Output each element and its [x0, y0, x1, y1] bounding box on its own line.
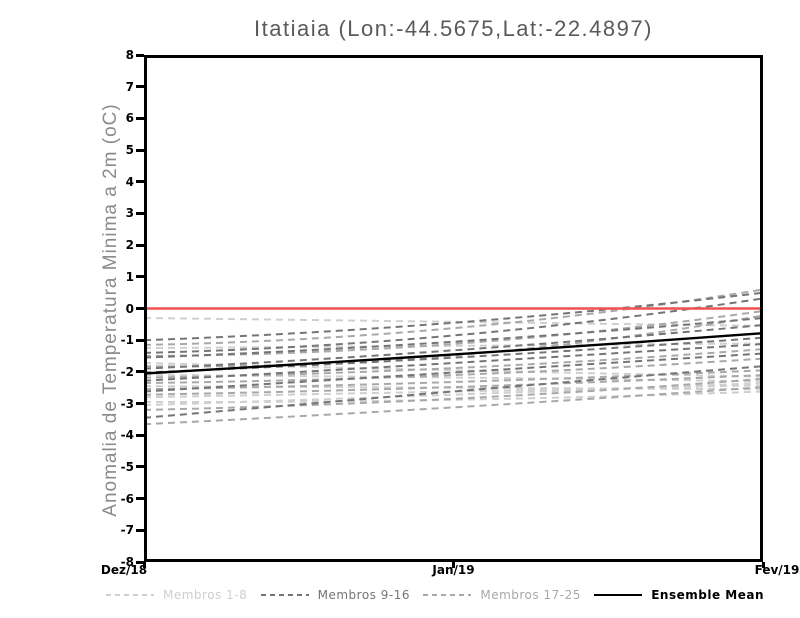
y-tick-label: -6: [120, 491, 134, 506]
plot-svg: [144, 55, 763, 562]
y-tick-mark: [136, 560, 144, 564]
y-tick-mark: [136, 338, 144, 342]
member-line: [144, 386, 763, 426]
member-line: [144, 288, 763, 346]
member-line: [144, 310, 763, 357]
member-line: [144, 374, 763, 396]
member-line: [144, 374, 763, 383]
x-tick-mark: [142, 562, 146, 568]
legend-label: Membros 9-16: [317, 588, 410, 602]
y-tick-label: 3: [125, 206, 134, 221]
y-tick-label: 2: [125, 238, 134, 253]
member-line: [144, 343, 763, 382]
ensemble-mean-line: [144, 332, 763, 375]
y-tick-mark: [136, 465, 144, 469]
chart-title: Itatiaia (Lon:-44.5675,Lat:-22.4897): [254, 16, 653, 41]
legend: Membros 1-8 Membros 9-16 Membros 17-25 E…: [106, 588, 764, 602]
member-line: [144, 362, 763, 378]
y-tick-label: 1: [125, 269, 134, 284]
y-tick-mark: [136, 528, 144, 532]
member-line: [144, 317, 763, 359]
member-line: [144, 390, 763, 404]
x-tick-label: Jan/19: [432, 563, 475, 577]
member-line: [144, 297, 763, 354]
member-line: [144, 357, 763, 384]
member-line: [144, 314, 763, 368]
y-tick-mark: [136, 53, 144, 57]
y-tick-label: -2: [120, 364, 134, 379]
y-tick-mark: [136, 433, 144, 437]
legend-item-membros-1-8: Membros 1-8: [106, 588, 247, 602]
y-tick-label: -3: [120, 396, 134, 411]
member-line: [144, 384, 763, 399]
y-tick-mark: [136, 148, 144, 152]
y-tick-label: 0: [125, 301, 134, 316]
member-line: [144, 382, 763, 407]
plot-frame: [144, 55, 763, 562]
member-line: [144, 377, 763, 411]
member-line: [144, 317, 763, 327]
y-tick-mark: [136, 180, 144, 184]
y-tick-mark: [136, 243, 144, 247]
y-tick-label: -5: [120, 459, 134, 474]
y-tick-label: 7: [125, 79, 134, 94]
legend-label: Membros 1-8: [163, 588, 248, 602]
legend-label: Ensemble Mean: [651, 588, 764, 602]
y-tick-label: 4: [125, 174, 134, 189]
y-tick-label: 8: [125, 48, 134, 62]
y-tick-mark: [136, 370, 144, 374]
plot-area: [144, 55, 763, 562]
legend-item-membros-9-16: Membros 9-16: [260, 588, 410, 602]
member-line: [144, 324, 763, 370]
y-tick-mark: [136, 85, 144, 89]
member-line: [144, 291, 763, 342]
member-line: [144, 365, 763, 419]
y-tick-mark: [136, 275, 144, 279]
member-line: [144, 342, 763, 350]
dashed-line-sample-icon: [106, 594, 154, 596]
y-tick-mark: [136, 211, 144, 215]
y-tick-label: -7: [120, 523, 134, 538]
x-tick-mark: [452, 562, 455, 568]
legend-item-ensemble-mean: Ensemble Mean: [594, 588, 764, 602]
y-tick-label: -8: [120, 555, 134, 569]
y-tick-mark: [136, 497, 144, 501]
legend-item-membros-17-25: Membros 17-25: [423, 588, 581, 602]
x-tick-label: Dez/18: [100, 563, 148, 577]
member-line: [144, 385, 763, 391]
solid-line-sample-icon: [594, 594, 643, 596]
dashed-line-sample-icon: [260, 594, 309, 596]
y-tick-mark: [136, 402, 144, 406]
y-tick-mark: [136, 307, 144, 310]
legend-label: Membros 17-25: [480, 588, 581, 602]
member-line: [144, 352, 763, 393]
y-tick-label: 6: [125, 111, 134, 126]
y-tick-mark: [136, 116, 144, 120]
y-tick-label: -1: [120, 333, 134, 348]
x-tick-mark: [761, 562, 765, 568]
y-tick-label: -4: [120, 428, 134, 443]
x-tick-label: Fev/19: [754, 563, 800, 577]
dashed-line-sample-icon: [423, 594, 472, 596]
y-tick-label: 5: [125, 143, 134, 158]
